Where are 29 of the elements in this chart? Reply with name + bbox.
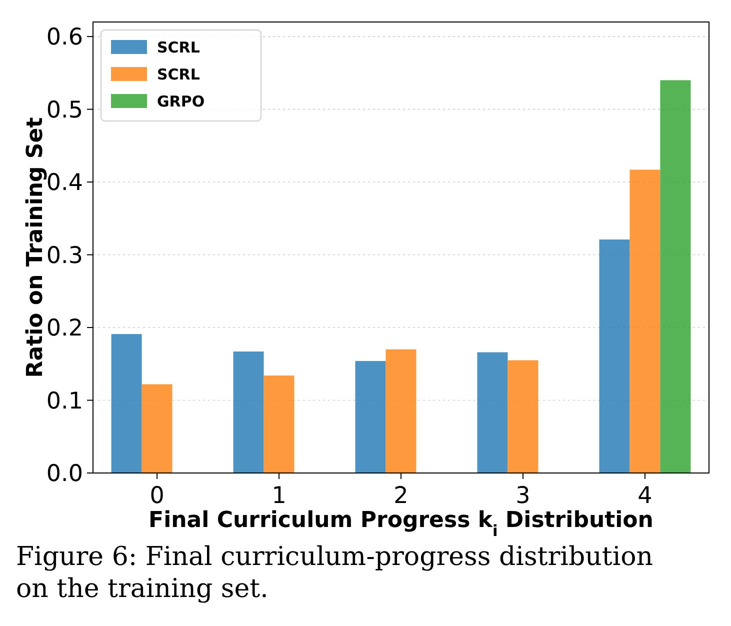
bar xyxy=(355,360,386,473)
x-tick-label: 2 xyxy=(394,483,408,509)
legend-label: SCRL xyxy=(157,65,200,84)
bar xyxy=(233,352,264,473)
bar xyxy=(386,349,416,473)
x-axis-title: Final Curriculum Progress k$_{i}$ Distribution xyxy=(148,508,654,540)
y-tick-label: 0.4 xyxy=(46,170,83,196)
caption: Figure 6: Final curriculum-progress distribution on the training set. xyxy=(16,542,654,604)
bar xyxy=(142,384,172,473)
bar xyxy=(599,240,630,473)
bar xyxy=(264,376,294,473)
legend-label: SCRL xyxy=(157,38,200,56)
bar xyxy=(508,360,538,473)
legend-label: GRPO xyxy=(157,92,205,110)
y-axis-title: Ratio on Training Set xyxy=(23,116,48,378)
bar xyxy=(660,80,691,473)
bar xyxy=(477,352,508,473)
x-tick-label: 1 xyxy=(272,483,286,509)
y-tick-label: 0.1 xyxy=(46,388,83,414)
x-tick-label: 0 xyxy=(150,483,164,509)
y-tick-label: 0.0 xyxy=(46,461,83,488)
y-tick-label: 0.2 xyxy=(46,316,83,342)
x-tick-label: 4 xyxy=(638,483,652,509)
x-tick-label: 3 xyxy=(516,483,530,509)
y-tick-label: 0.6 xyxy=(46,24,83,51)
bar xyxy=(630,170,660,473)
bar xyxy=(111,334,142,473)
y-tick-label: 0.5 xyxy=(46,97,83,124)
y-tick-label: 0.3 xyxy=(46,242,83,269)
